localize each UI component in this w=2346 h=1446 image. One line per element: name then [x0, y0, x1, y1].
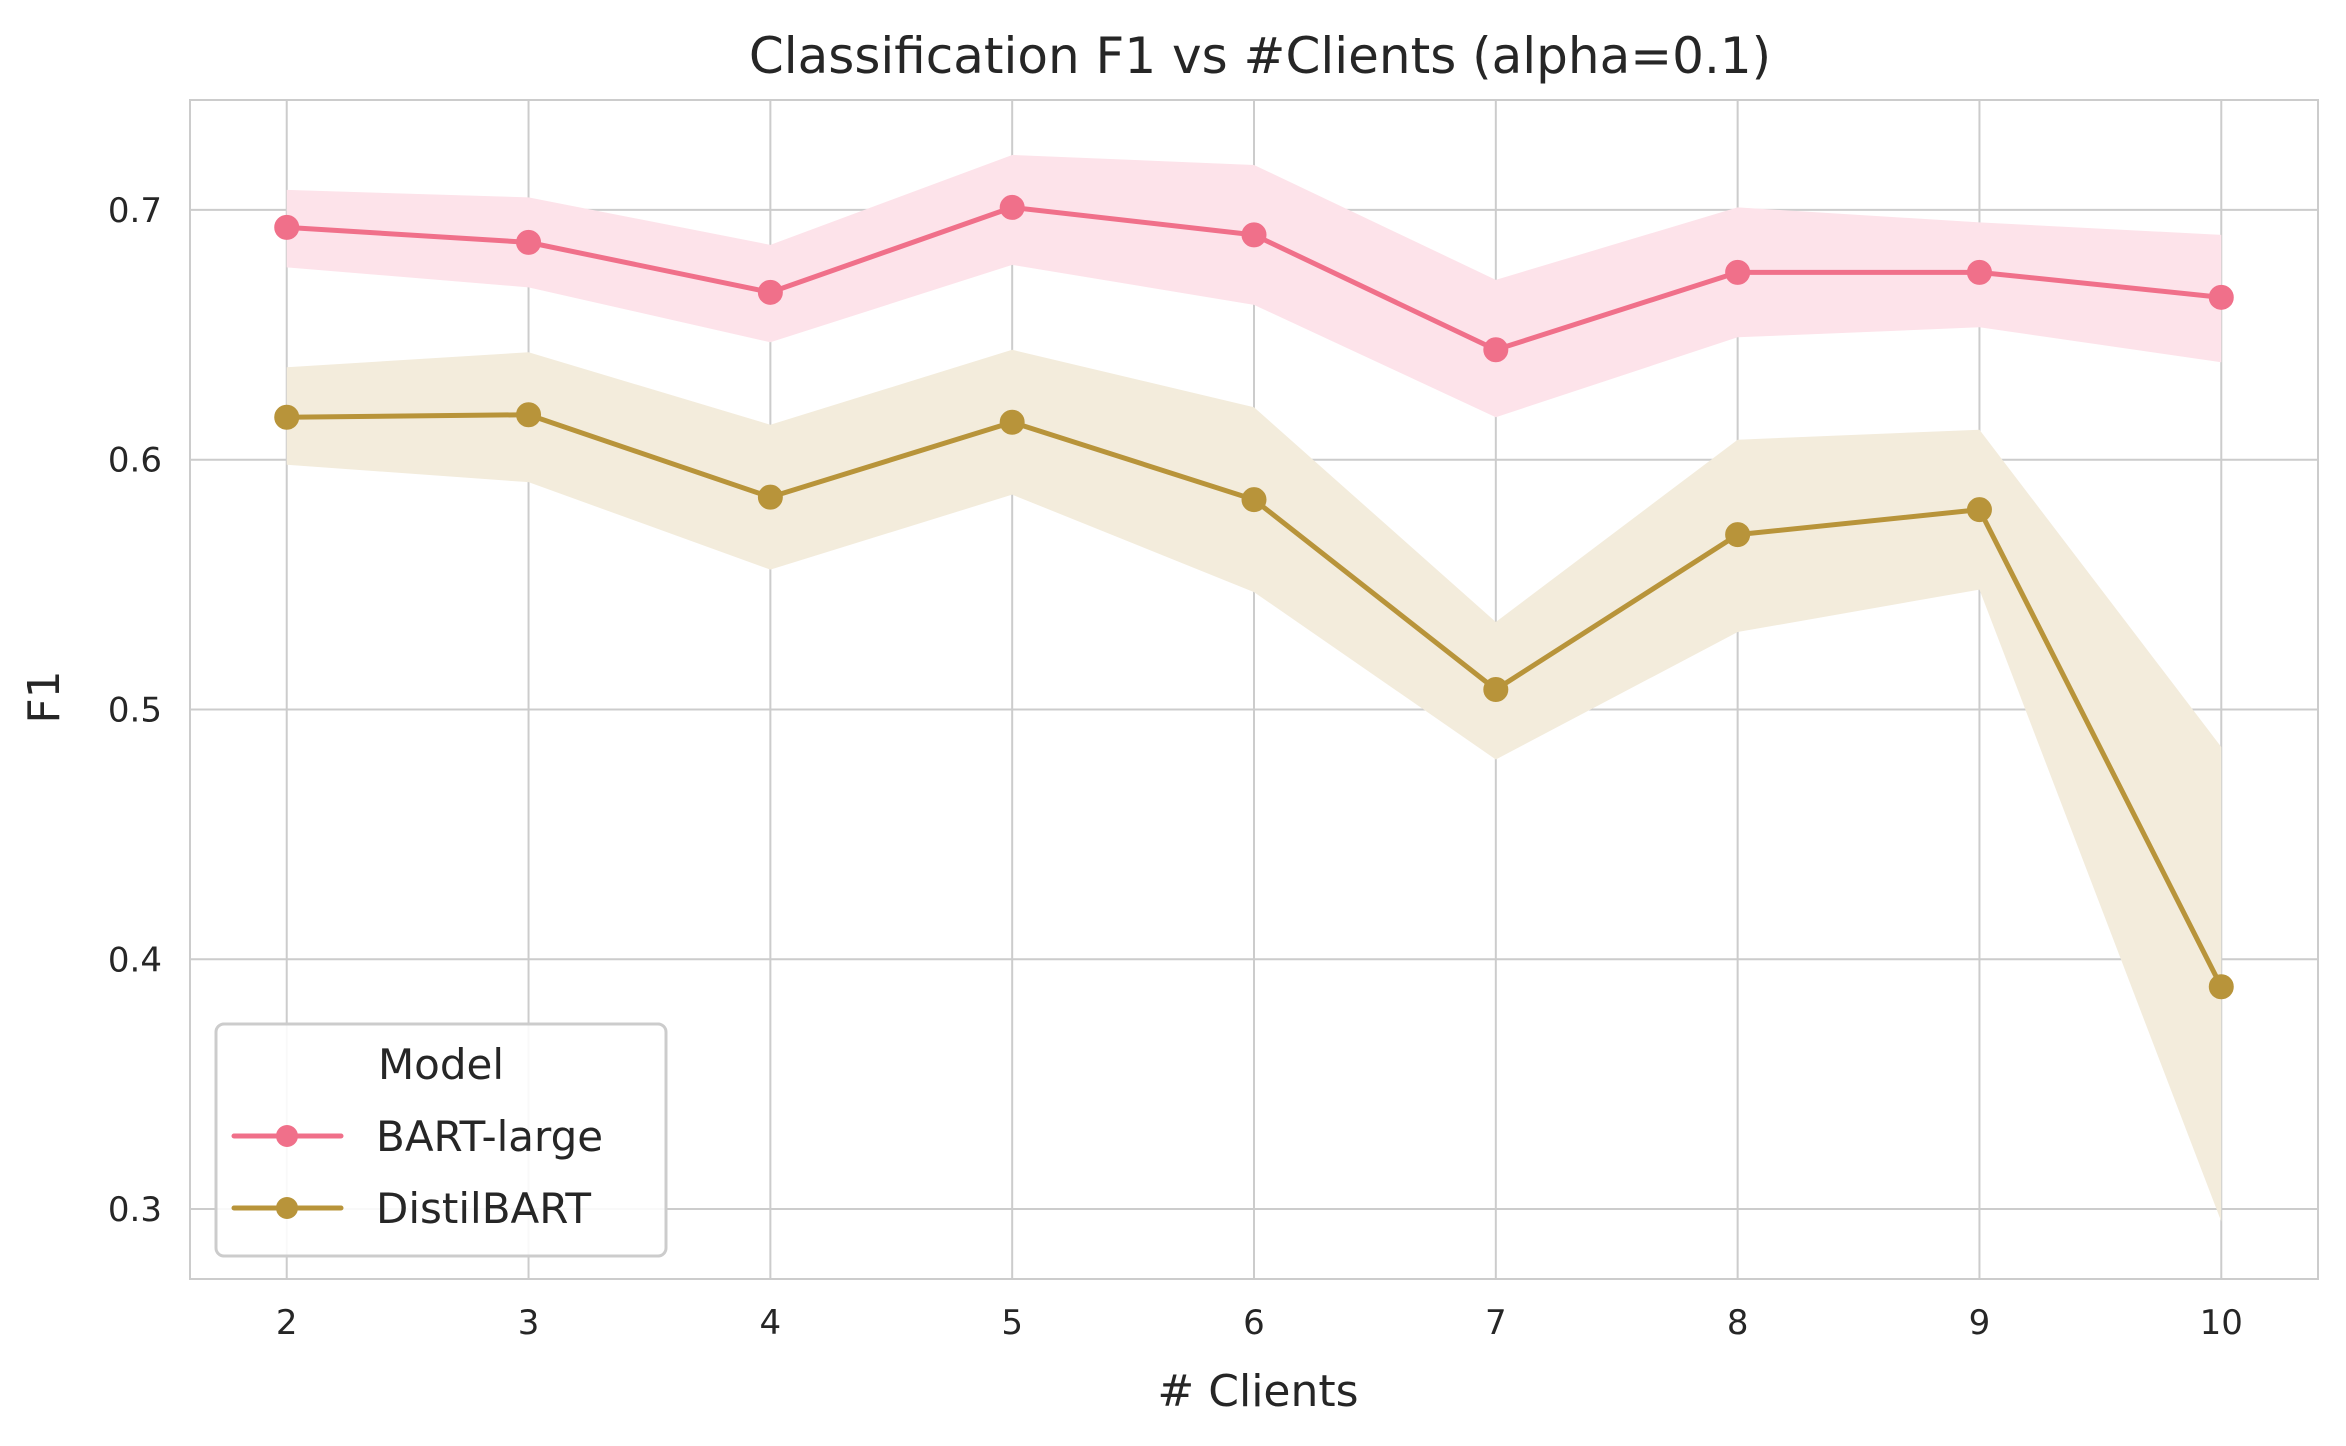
data-point-bart-large [999, 194, 1025, 220]
y-tick-label: 0.6 [108, 441, 162, 481]
legend-label-bart-large: BART-large [376, 1112, 603, 1161]
legend-frame [214, 1022, 668, 1258]
x-tick-label: 9 [1969, 1303, 1991, 1343]
x-axis-label: # Clients [1157, 1366, 1358, 1417]
y-axis-label: F1 [19, 670, 70, 723]
data-point-distilbart [274, 404, 300, 430]
legend-marker-bart-large [276, 1125, 298, 1147]
data-point-bart-large [1966, 259, 1992, 285]
data-point-distilbart [516, 402, 542, 428]
x-tick-label: 3 [518, 1303, 540, 1343]
x-tick-label: 2 [276, 1303, 298, 1343]
confidence-bands [286, 154, 2222, 1222]
x-tick-label: 7 [1485, 1303, 1507, 1343]
legend-item-bart-large: BART-large [231, 1112, 603, 1161]
legend-marker-distilbart [276, 1197, 298, 1219]
data-point-distilbart [2208, 974, 2234, 1000]
data-points [274, 194, 2234, 1000]
legend-title: Model [378, 1040, 504, 1089]
confidence-band-bart-large [286, 154, 2222, 418]
x-tick-label: 4 [760, 1303, 782, 1343]
x-axis-ticks: 2 3 4 5 6 7 8 9 10 [276, 1303, 2243, 1343]
y-tick-label: 0.3 [108, 1190, 162, 1230]
y-tick-label: 0.7 [108, 191, 162, 231]
data-point-bart-large [2208, 284, 2234, 310]
data-point-bart-large [516, 229, 542, 255]
data-point-distilbart [999, 409, 1025, 435]
data-point-bart-large [1241, 222, 1267, 248]
plot-frame [189, 99, 2319, 1280]
data-point-bart-large [274, 214, 300, 240]
x-tick-label: 5 [1001, 1303, 1023, 1343]
x-tick-label: 8 [1727, 1303, 1749, 1343]
y-axis-ticks: 0.3 0.4 0.5 0.6 0.7 [108, 191, 162, 1230]
y-tick-label: 0.4 [108, 940, 162, 980]
legend-label-distilbart: DistilBART [376, 1184, 591, 1233]
legend-item-distilbart: DistilBART [231, 1184, 591, 1233]
data-point-bart-large [1483, 337, 1509, 363]
data-point-distilbart [1241, 487, 1267, 513]
data-point-bart-large [757, 279, 783, 305]
data-point-distilbart [1725, 522, 1751, 548]
x-tick-label: 10 [2200, 1303, 2243, 1343]
data-point-distilbart [1483, 677, 1509, 702]
data-point-distilbart [757, 484, 783, 510]
confidence-band-distilbart [286, 349, 2222, 1222]
chart-title: Classification F1 vs #Clients (alpha=0.1… [749, 27, 1771, 85]
data-point-distilbart [1966, 497, 1992, 523]
y-tick-label: 0.5 [108, 690, 162, 730]
data-point-bart-large [1725, 259, 1751, 285]
x-tick-label: 6 [1243, 1303, 1265, 1343]
legend: Model BART-large DistilBART [214, 1022, 668, 1258]
